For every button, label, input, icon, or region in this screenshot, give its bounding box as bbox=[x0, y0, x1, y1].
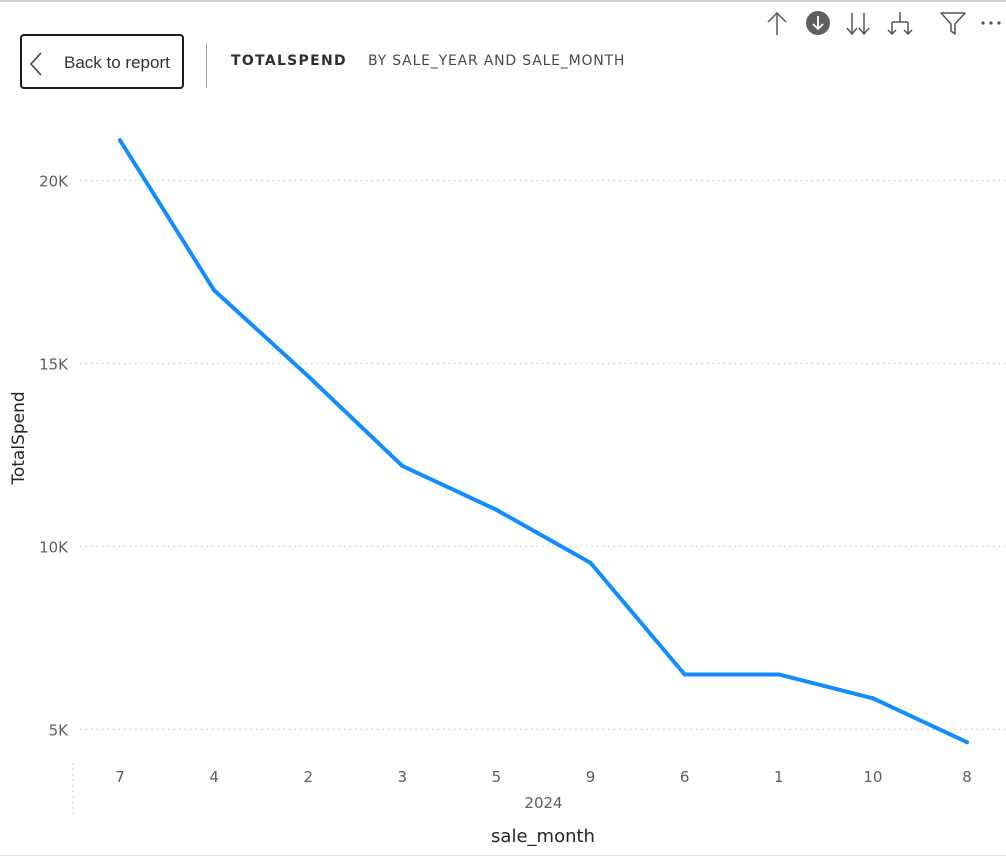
y-tick-label: 20K bbox=[39, 173, 69, 191]
x-tick-label: 7 bbox=[115, 768, 125, 786]
chevron-left-icon bbox=[29, 52, 42, 76]
x-tick-label: 10 bbox=[863, 768, 882, 786]
filter-icon[interactable] bbox=[938, 8, 968, 38]
drill-up-icon[interactable] bbox=[762, 8, 792, 38]
data-point bbox=[682, 672, 687, 677]
visual-subtitle: BY SALE_YEAR AND SALE_MONTH bbox=[368, 53, 626, 69]
visual-title: TOTALSPEND bbox=[231, 53, 347, 69]
back-button-label: Back to report bbox=[64, 53, 170, 72]
y-tick-label: 15K bbox=[39, 355, 69, 373]
x-tick-label: 4 bbox=[209, 768, 219, 786]
x-group-label: 2024 bbox=[524, 794, 562, 812]
data-point bbox=[212, 288, 217, 293]
data-point bbox=[870, 696, 875, 701]
data-point bbox=[400, 463, 405, 468]
x-tick-label: 3 bbox=[398, 768, 408, 786]
x-tick-label: 9 bbox=[586, 768, 596, 786]
y-tick-label: 5K bbox=[49, 721, 70, 739]
data-point bbox=[965, 740, 969, 745]
x-axis-title: sale_month bbox=[491, 826, 595, 847]
x-tick-label: 5 bbox=[492, 768, 502, 786]
data-point bbox=[776, 672, 781, 677]
y-tick-label: 10K bbox=[39, 538, 69, 556]
x-tick-label: 1 bbox=[774, 768, 784, 786]
data-point bbox=[306, 374, 311, 379]
series-line bbox=[118, 138, 969, 745]
x-tick-label: 8 bbox=[962, 768, 972, 786]
y-axis-title: TotalSpend bbox=[9, 391, 29, 485]
next-level-icon[interactable] bbox=[843, 8, 873, 38]
expand-hierarchy-icon[interactable] bbox=[885, 8, 915, 38]
drill-down-mode-icon[interactable] bbox=[803, 8, 833, 38]
data-point bbox=[588, 560, 593, 565]
data-point bbox=[494, 507, 499, 512]
header-divider bbox=[206, 44, 207, 88]
back-to-report-button[interactable]: Back to report bbox=[20, 34, 184, 89]
x-tick-label: 2 bbox=[303, 768, 313, 786]
x-tick-label: 6 bbox=[680, 768, 690, 786]
data-point bbox=[118, 138, 122, 143]
more-options-icon[interactable] bbox=[978, 8, 1006, 38]
